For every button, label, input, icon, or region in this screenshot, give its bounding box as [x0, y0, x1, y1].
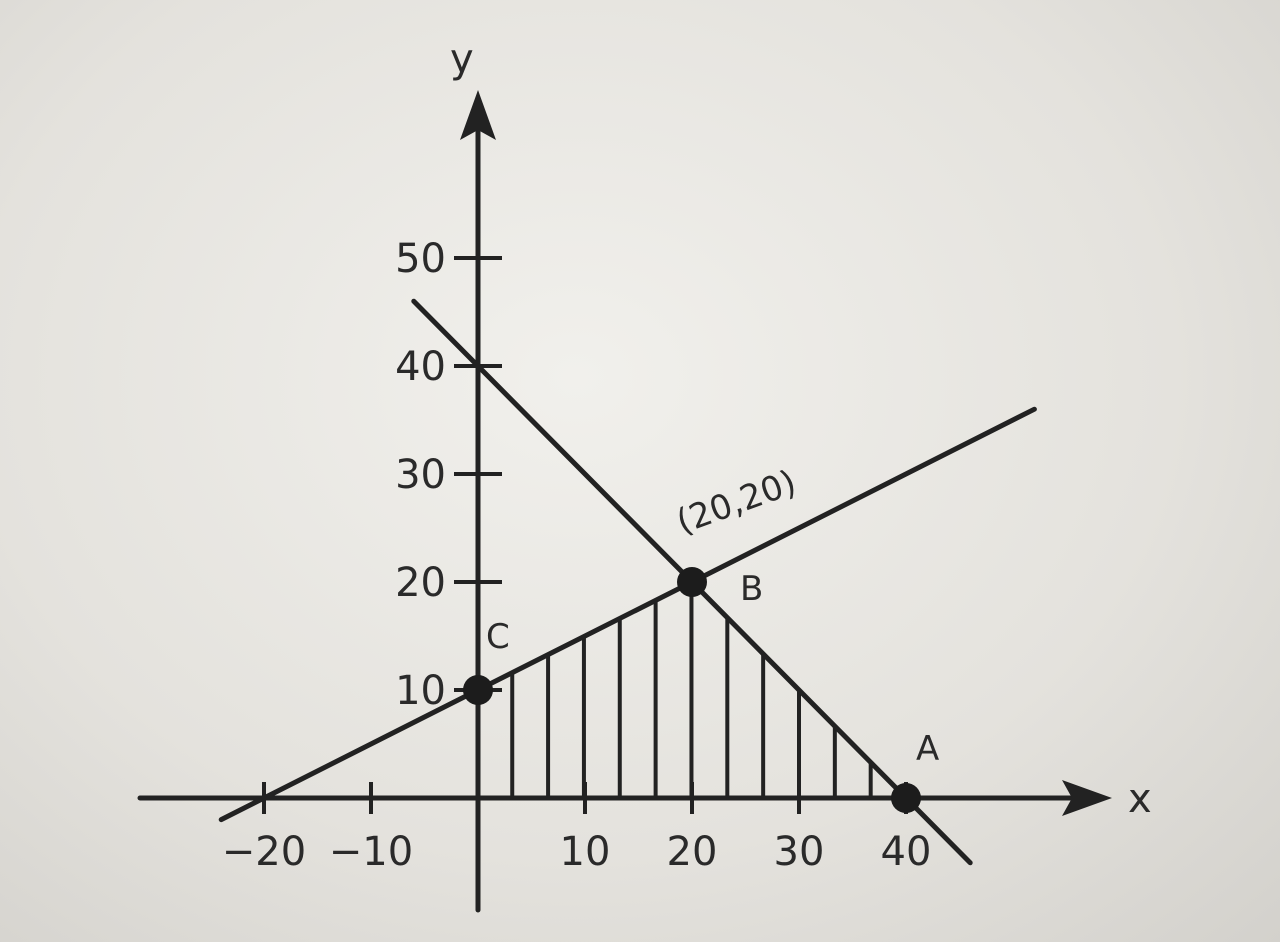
y-tick-label: 40 — [395, 344, 446, 390]
feasible-region-hatching — [510, 582, 873, 798]
vertex-b-label: B — [740, 569, 763, 609]
vertex-b-coords: (20,20) — [671, 463, 801, 543]
ticks: −20 −10 10 20 30 40 10 20 30 40 50 — [222, 236, 932, 875]
y-tick-label: 30 — [395, 452, 446, 498]
x-axis-label: x — [1128, 776, 1152, 822]
x-tick-label: −20 — [222, 829, 306, 875]
y-tick-label: 50 — [395, 236, 446, 282]
x-tick-label: 10 — [560, 829, 611, 875]
constraint-lines — [218, 298, 1037, 866]
vertex-c-label: C — [486, 617, 510, 657]
y-axis-label: y — [450, 36, 474, 82]
constraint-line-2 — [218, 406, 1037, 823]
x-tick-label: 20 — [667, 829, 718, 875]
vertex-b-dot — [677, 567, 707, 597]
vertex-a-label: A — [916, 729, 939, 769]
vertex-c-dot — [463, 675, 493, 705]
x-tick-label: 40 — [881, 829, 932, 875]
x-axis-arrow — [1062, 780, 1112, 816]
y-axis-arrow — [460, 90, 496, 140]
vertex-a-dot — [891, 783, 921, 813]
x-tick-label: 30 — [774, 829, 825, 875]
axes — [137, 90, 1112, 913]
x-tick-label: −10 — [329, 829, 413, 875]
y-tick-label: 10 — [395, 668, 446, 714]
y-tick-label: 20 — [395, 560, 446, 606]
